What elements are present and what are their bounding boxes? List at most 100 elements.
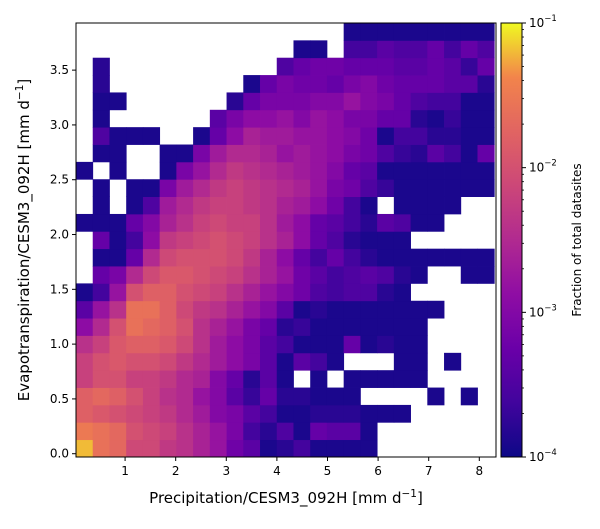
x-axis-label: Precipitation/CESM3_092H [mm d−1] xyxy=(149,488,423,508)
heatmap-cell xyxy=(444,144,462,163)
heatmap-cell xyxy=(326,248,345,267)
heatmap-cell xyxy=(109,127,127,145)
heatmap-cell xyxy=(326,318,345,336)
heatmap-cell xyxy=(109,352,127,371)
heatmap-cell xyxy=(209,161,227,180)
heatmap-cell xyxy=(226,127,244,145)
heatmap-cell xyxy=(92,179,110,197)
heatmap-cell xyxy=(310,300,328,319)
heatmap-cell xyxy=(142,248,161,267)
heatmap-cell xyxy=(176,370,194,388)
heatmap-cell xyxy=(193,404,211,423)
heatmap-cell xyxy=(126,213,144,232)
heatmap-cell xyxy=(209,387,227,406)
heatmap-cell xyxy=(76,370,94,388)
heatmap-cell xyxy=(377,231,395,250)
heatmap-cell xyxy=(109,439,127,458)
heatmap-cell xyxy=(410,40,428,59)
heatmap-cell xyxy=(226,387,244,406)
heatmap-cell xyxy=(226,439,244,458)
heatmap-cell xyxy=(92,283,110,302)
heatmap-cell xyxy=(209,109,227,128)
plot-frame xyxy=(75,22,497,458)
colorbar-tick-label: 10−3 xyxy=(529,303,557,319)
heatmap-cell xyxy=(276,109,294,128)
heatmap-cell xyxy=(276,300,294,319)
heatmap-cell xyxy=(410,92,428,111)
heatmap-cell xyxy=(393,161,411,180)
heatmap-cell xyxy=(243,266,261,284)
heatmap-cell xyxy=(109,161,127,180)
heatmap-cell xyxy=(226,248,244,267)
heatmap-cell xyxy=(427,144,445,163)
heatmap-cell xyxy=(377,335,395,354)
heatmap-cell xyxy=(360,92,378,111)
heatmap-cell xyxy=(176,283,194,302)
heatmap-cell xyxy=(360,57,378,76)
heatmap-cell xyxy=(142,266,161,284)
heatmap-cell xyxy=(276,335,294,354)
heatmap-cell xyxy=(176,144,194,163)
heatmap-cell xyxy=(310,404,328,423)
heatmap-cell xyxy=(176,248,194,267)
heatmap-cell xyxy=(76,352,94,371)
heatmap-cell xyxy=(360,213,378,232)
heatmap-cell xyxy=(360,370,378,388)
heatmap-cell xyxy=(310,92,328,111)
heatmap-cell xyxy=(209,127,227,145)
heatmap-cell xyxy=(260,196,278,215)
heatmap-cell xyxy=(159,231,177,250)
heatmap-cell xyxy=(159,179,177,197)
heatmap-cell xyxy=(226,144,244,163)
heatmap-cell xyxy=(260,213,278,232)
heatmap-cell xyxy=(427,57,445,76)
heatmap-cell xyxy=(410,75,428,93)
heatmap-cell xyxy=(377,109,395,128)
y-tick-label: 1.5 xyxy=(50,282,69,296)
heatmap-cell xyxy=(393,404,411,423)
heatmap-cell xyxy=(92,439,110,458)
heatmap-cell xyxy=(92,144,110,163)
heatmap-cell xyxy=(377,370,395,388)
heatmap-cell xyxy=(176,161,194,180)
heatmap-cell xyxy=(92,196,110,215)
heatmap-cell xyxy=(209,335,227,354)
heatmap-cell xyxy=(427,75,445,93)
heatmap-cell xyxy=(444,161,462,180)
heatmap-cell xyxy=(360,335,378,354)
heatmap-cell xyxy=(393,318,411,336)
heatmap-cell xyxy=(326,387,345,406)
heatmap-cell xyxy=(343,335,361,354)
heatmap-cell xyxy=(126,352,144,371)
heatmap-cell xyxy=(193,161,211,180)
heatmap-cell xyxy=(260,127,278,145)
heatmap-cell xyxy=(377,92,395,111)
heatmap-cell xyxy=(326,352,345,371)
heatmap-cell xyxy=(159,404,177,423)
heatmap-cell xyxy=(293,352,311,371)
heatmap-cell xyxy=(477,161,495,180)
heatmap-cell xyxy=(293,300,311,319)
heatmap-cell xyxy=(260,75,278,93)
heatmap-cell xyxy=(444,127,462,145)
heatmap-cell xyxy=(109,335,127,354)
heatmap-cell xyxy=(310,318,328,336)
heatmap-cell xyxy=(293,283,311,302)
heatmap-cell xyxy=(276,370,294,388)
heatmap-cell xyxy=(427,92,445,111)
heatmap-cell xyxy=(76,387,94,406)
heatmap-cell xyxy=(159,283,177,302)
heatmap-cell xyxy=(477,92,495,111)
heatmap-cell xyxy=(343,196,361,215)
y-axis-label: Evapotranspiration/CESM3_092H [mm d−1] xyxy=(14,79,34,402)
heatmap-cell xyxy=(159,422,177,441)
heatmap-cell xyxy=(243,196,261,215)
heatmap-cell xyxy=(92,387,110,406)
heatmap-cell xyxy=(92,352,110,371)
heatmap-cell xyxy=(209,422,227,441)
heatmap-cell xyxy=(243,439,261,458)
heatmap-cell xyxy=(193,231,211,250)
heatmap-cell xyxy=(460,144,478,163)
heatmap-cell xyxy=(209,266,227,284)
heatmap-cell xyxy=(260,266,278,284)
